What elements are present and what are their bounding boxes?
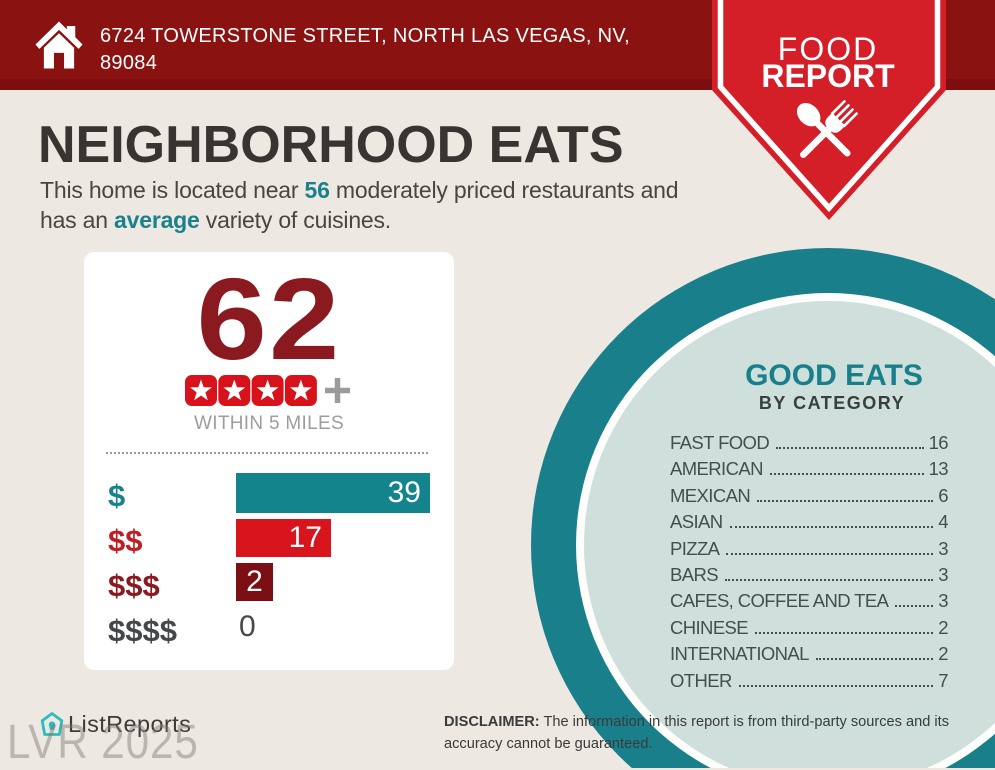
- svg-text:REPORT: REPORT: [761, 58, 895, 94]
- svg-text:FOOD: FOOD: [778, 31, 878, 67]
